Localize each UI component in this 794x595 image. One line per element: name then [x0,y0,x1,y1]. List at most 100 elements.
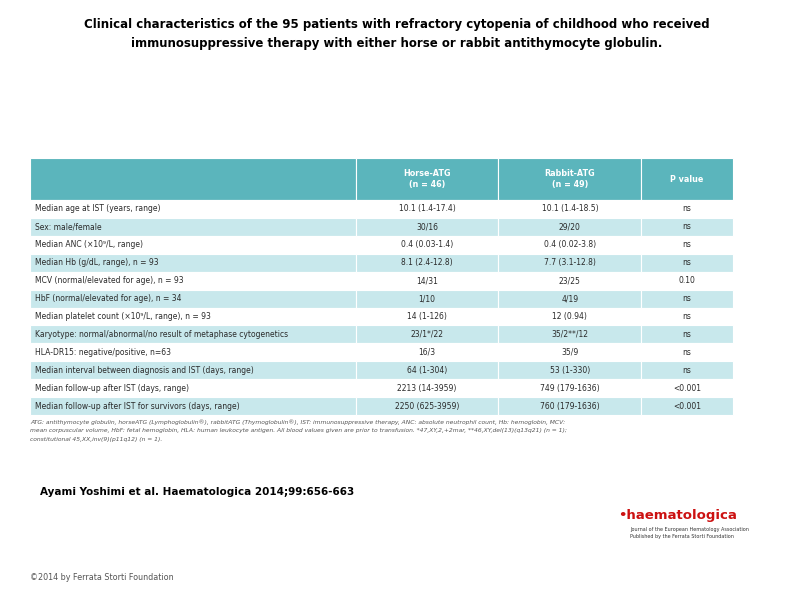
Text: Median interval between diagnosis and IST (days, range): Median interval between diagnosis and IS… [35,366,254,375]
Text: Median follow-up after IST for survivors (days, range): Median follow-up after IST for survivors… [35,402,240,411]
Text: P value: P value [670,174,703,183]
Bar [499,200,642,218]
Text: 35/2**/12: 35/2**/12 [551,330,588,339]
Bar [642,343,733,361]
Bar [642,397,733,415]
Bar [356,253,499,272]
Text: 30/16: 30/16 [416,223,438,231]
Bar [30,218,356,236]
Text: Median age at IST (years, range): Median age at IST (years, range) [35,205,160,214]
Bar [30,200,356,218]
Bar [642,236,733,253]
Text: 35/9: 35/9 [561,348,579,357]
Text: 7.7 (3.1-12.8): 7.7 (3.1-12.8) [544,258,596,267]
Bar [30,272,356,290]
Text: 749 (179-1636): 749 (179-1636) [540,384,599,393]
Text: 53 (1-330): 53 (1-330) [549,366,590,375]
Text: Sex: male/female: Sex: male/female [35,223,102,231]
Bar [356,308,499,325]
Text: 0.4 (0.02-3.8): 0.4 (0.02-3.8) [544,240,596,249]
Text: 23/25: 23/25 [559,276,580,285]
Text: HLA-DR15: negative/positive, n=63: HLA-DR15: negative/positive, n=63 [35,348,171,357]
Text: 0.10: 0.10 [679,276,696,285]
Bar [356,397,499,415]
Text: 64 (1-304): 64 (1-304) [407,366,447,375]
Bar [356,379,499,397]
Text: 10.1 (1.4-17.4): 10.1 (1.4-17.4) [399,205,456,214]
Text: Journal of the European Hematology Association
Published by the Ferrata Storti F: Journal of the European Hematology Assoc… [630,527,749,538]
Bar [356,200,499,218]
Bar [499,158,642,200]
Text: immunosuppressive therapy with either horse or rabbit antithymocyte globulin.: immunosuppressive therapy with either ho… [131,37,663,50]
Text: Median follow-up after IST (days, range): Median follow-up after IST (days, range) [35,384,189,393]
Bar [499,361,642,379]
Text: MCV (normal/elevated for age), n = 93: MCV (normal/elevated for age), n = 93 [35,276,183,285]
Bar [499,218,642,236]
Text: Karyotype: normal/abnormal/no result of metaphase cytogenetics: Karyotype: normal/abnormal/no result of … [35,330,288,339]
Text: ns: ns [683,312,692,321]
Bar [642,325,733,343]
Bar [30,379,356,397]
Text: constitutional 45,XX,inv(9)(p11q12) (n = 1).: constitutional 45,XX,inv(9)(p11q12) (n =… [30,437,162,442]
Text: Horse-ATG
(n = 46): Horse-ATG (n = 46) [403,169,451,189]
Text: 10.1 (1.4-18.5): 10.1 (1.4-18.5) [542,205,598,214]
Text: ns: ns [683,223,692,231]
Text: ns: ns [683,240,692,249]
Bar [30,253,356,272]
Text: 0.4 (0.03-1.4): 0.4 (0.03-1.4) [401,240,453,249]
Bar [499,290,642,308]
Text: Median Hb (g/dL, range), n = 93: Median Hb (g/dL, range), n = 93 [35,258,159,267]
Bar [356,236,499,253]
Text: 1/10: 1/10 [418,294,436,303]
Bar [499,272,642,290]
Bar [642,253,733,272]
Text: ©2014 by Ferrata Storti Foundation: ©2014 by Ferrata Storti Foundation [30,573,174,582]
Text: Median ANC (×10⁹/L, range): Median ANC (×10⁹/L, range) [35,240,143,249]
Text: 4/19: 4/19 [561,294,578,303]
Bar [30,290,356,308]
Bar [642,379,733,397]
Bar [642,361,733,379]
Text: ns: ns [683,205,692,214]
Text: <0.001: <0.001 [673,402,701,411]
Text: 2213 (14-3959): 2213 (14-3959) [398,384,457,393]
Bar [499,325,642,343]
Bar [642,290,733,308]
Bar [356,290,499,308]
Bar [30,308,356,325]
Text: mean corpuscular volume, HbF: fetal hemoglobin, HLA: human leukocyte antigen. Al: mean corpuscular volume, HbF: fetal hemo… [30,428,567,433]
Bar [642,158,733,200]
Text: 12 (0.94): 12 (0.94) [553,312,588,321]
Text: •haematologica: •haematologica [618,509,737,521]
Bar [356,325,499,343]
Bar [499,253,642,272]
Text: 16/3: 16/3 [418,348,436,357]
Bar [642,200,733,218]
Bar [356,272,499,290]
Text: ns: ns [683,366,692,375]
Bar [499,397,642,415]
Text: ns: ns [683,258,692,267]
Text: HbF (normal/elevated for age), n = 34: HbF (normal/elevated for age), n = 34 [35,294,182,303]
Bar [356,361,499,379]
Text: Clinical characteristics of the 95 patients with refractory cytopenia of childho: Clinical characteristics of the 95 patie… [84,18,710,31]
Text: ATG: antithymocyte globulin, horseATG (Lymphoglobulin®), rabbitATG (Thymoglobuli: ATG: antithymocyte globulin, horseATG (L… [30,419,565,425]
Text: Ayami Yoshimi et al. Haematologica 2014;99:656-663: Ayami Yoshimi et al. Haematologica 2014;… [40,487,354,497]
Text: 8.1 (2.4-12.8): 8.1 (2.4-12.8) [401,258,453,267]
Text: 14 (1-126): 14 (1-126) [407,312,447,321]
Text: 760 (179-1636): 760 (179-1636) [540,402,599,411]
Bar [356,343,499,361]
Text: <0.001: <0.001 [673,384,701,393]
Text: ns: ns [683,348,692,357]
Bar [499,236,642,253]
Bar [642,272,733,290]
Bar [499,379,642,397]
Text: Rabbit-ATG
(n = 49): Rabbit-ATG (n = 49) [545,169,596,189]
Bar [30,325,356,343]
Bar [642,218,733,236]
Text: 29/20: 29/20 [559,223,580,231]
Bar [30,343,356,361]
Text: ns: ns [683,330,692,339]
Bar [30,361,356,379]
Bar [642,308,733,325]
